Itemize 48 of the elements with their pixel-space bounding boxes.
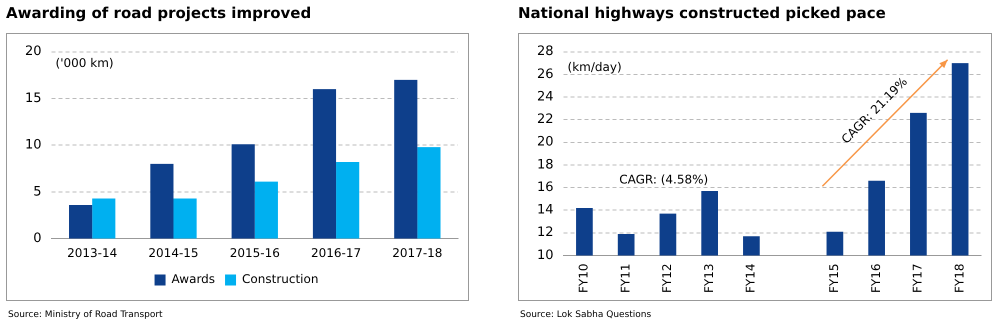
- y-axis-title: ('000 km): [56, 56, 114, 70]
- y-tick-label: 12: [536, 225, 554, 240]
- legend-label: Construction: [242, 272, 318, 286]
- y-tick-label: 10: [24, 138, 42, 153]
- source-note: Source: Lok Sabha Questions: [520, 310, 652, 320]
- chart-title: National highways constructed picked pace: [518, 4, 886, 22]
- x-tick-label: 2014-15: [148, 246, 199, 260]
- x-tick-label: 2017-18: [392, 246, 442, 260]
- x-tick-label: 2016-17: [310, 246, 362, 260]
- x-tick-label: FY13: [702, 264, 716, 294]
- y-tick-label: 14: [536, 202, 554, 218]
- bar: [312, 89, 336, 239]
- bar: [232, 144, 255, 239]
- chart-title: Awarding of road projects improved: [6, 4, 312, 22]
- x-tick-label: FY10: [576, 264, 591, 294]
- bar: [417, 147, 441, 239]
- y-tick-label: 16: [536, 180, 554, 195]
- y-tick-label: 26: [536, 66, 554, 82]
- y-tick-label: 20: [536, 134, 554, 150]
- x-tick-label: FY15: [827, 264, 842, 294]
- x-tick-label: FY12: [660, 264, 674, 294]
- x-tick-label: FY11: [618, 264, 632, 294]
- y-tick-label: 20: [24, 44, 42, 60]
- y-tick-label: 5: [33, 184, 42, 200]
- x-tick-label: FY18: [952, 264, 966, 294]
- legend-label: Awards: [172, 272, 216, 286]
- bar: [394, 80, 418, 239]
- y-tick-label: 18: [536, 157, 554, 172]
- bar: [150, 164, 174, 239]
- bar: [173, 198, 197, 239]
- y-tick-label: 28: [536, 44, 554, 60]
- y-tick-label: 22: [536, 112, 554, 128]
- x-tick-label: 2013-14: [67, 246, 118, 260]
- bar: [336, 162, 360, 239]
- x-tick-label: FY16: [868, 264, 883, 294]
- bar: [92, 198, 116, 239]
- x-tick-label: FY14: [744, 264, 758, 294]
- y-tick-label: 24: [536, 89, 554, 104]
- source-note: Source: Ministry of Road Transport: [8, 310, 163, 320]
- y-tick-label: 0: [33, 230, 42, 246]
- x-tick-label: FY17: [910, 264, 925, 294]
- y-tick-label: 15: [24, 90, 42, 106]
- bar: [254, 182, 278, 239]
- x-tick-label: 2015-16: [230, 246, 280, 260]
- annotation: CAGR: (4.58%): [619, 172, 708, 186]
- y-tick-label: 10: [536, 248, 554, 263]
- bar: [69, 204, 92, 239]
- y-axis-title: (km/day): [568, 60, 622, 74]
